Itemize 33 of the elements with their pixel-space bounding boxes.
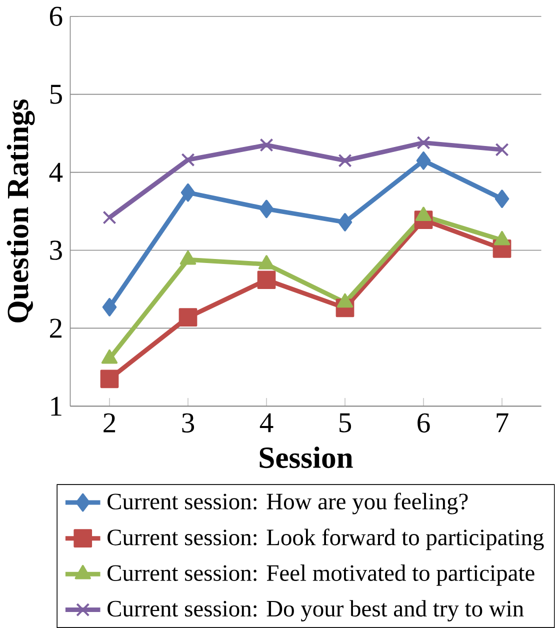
point [495,142,509,156]
point [100,370,119,388]
y-tick-label: 5 [50,84,62,104]
y-tick-label: 4 [49,162,63,182]
point [178,308,198,326]
legend-label: Current session: Feel motivated to participate [108,564,534,586]
x-tick-label: 7 [496,413,508,432]
x-tick-label: 4 [260,413,274,432]
point [102,298,117,316]
y-tick-label: 6 [50,6,62,26]
legend-label: Current session: How are you feeling? [108,492,468,514]
x-axis-title: Session [260,446,353,468]
x-tick-label: 5 [340,413,352,432]
x-tick-label: 3 [182,413,194,433]
point [338,213,352,232]
point [181,153,195,167]
point [338,154,352,168]
y-tick-label: 2 [50,318,62,338]
point [257,270,276,290]
x-tick-label: 6 [418,413,430,433]
legend-label: Current session: Do your best and try to win [108,600,524,622]
y-tick-label: 1 [51,396,62,416]
point [259,200,274,218]
y-tick-label: 3 [50,240,62,260]
point [260,138,274,152]
x-tick-label: 2 [104,413,116,432]
y-axis-title: Question Ratings [6,99,35,322]
point [180,183,196,202]
point [494,190,510,208]
point [102,210,116,224]
legend-label: Current session: Look forward to participating [108,528,544,550]
point [416,136,430,150]
point [416,151,431,170]
